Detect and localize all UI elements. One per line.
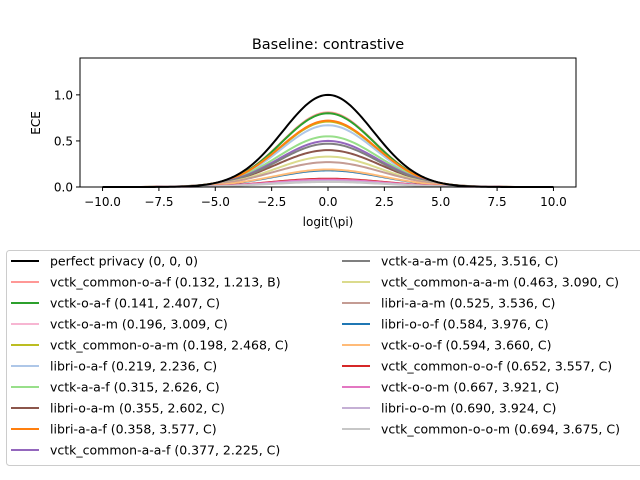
legend-box	[6, 250, 640, 466]
legend-label: vctk_common-a-a-f (0.377, 2.225, C)	[50, 443, 280, 458]
y-tick-label: 0.0	[54, 181, 73, 195]
y-tick-label: 1.0	[54, 88, 73, 102]
legend: perfect privacy (0, 0, 0) vctk_common-o-a…	[6, 250, 640, 466]
y-axis-label: ECE	[29, 111, 43, 135]
x-axis-ticks: −10.0 −7.5 −5.0 −2.5 0.0 2.5 5.0 7.5 10.0	[84, 187, 567, 209]
legend-label: perfect privacy (0, 0, 0)	[50, 254, 198, 269]
legend-label: vctk_common-o-o-m (0.694, 3.675, C)	[381, 422, 620, 437]
x-tick-label: 10.0	[540, 195, 567, 209]
legend-items: perfect privacy (0, 0, 0) vctk_common-o-a…	[11, 254, 620, 458]
legend-label: vctk_common-o-o-f (0.652, 3.557, C)	[381, 359, 612, 374]
legend-label: vctk-a-a-m (0.425, 3.516, C)	[381, 254, 558, 269]
legend-label: vctk-o-o-m (0.667, 3.921, C)	[381, 380, 559, 395]
legend-label: vctk_common-o-a-m (0.198, 2.468, C)	[50, 338, 289, 353]
legend-label: libri-o-a-m (0.355, 2.602, C)	[50, 401, 225, 416]
x-tick-label: −7.5	[144, 195, 173, 209]
x-tick-label: 7.5	[488, 195, 507, 209]
y-axis-ticks: 0.0 0.5 1.0	[54, 88, 80, 195]
legend-label: libri-o-o-m (0.690, 3.924, C)	[381, 401, 556, 416]
x-axis-label: logit(\pi)	[303, 215, 354, 229]
legend-label: vctk-o-o-f (0.594, 3.660, C)	[381, 338, 551, 353]
x-tick-label: −2.5	[257, 195, 286, 209]
x-tick-label: 5.0	[431, 195, 450, 209]
legend-label: vctk_common-o-a-f (0.132, 1.213, B)	[50, 275, 281, 290]
y-tick-label: 0.5	[54, 134, 73, 148]
legend-label: vctk-o-a-f (0.141, 2.407, C)	[50, 296, 220, 311]
legend-label: vctk_common-a-a-m (0.463, 3.090, C)	[381, 275, 619, 290]
legend-label: libri-a-a-m (0.525, 3.536, C)	[381, 296, 555, 311]
legend-label: vctk-o-a-m (0.196, 3.009, C)	[50, 317, 228, 332]
chart-title: Baseline: contrastive	[252, 37, 404, 53]
legend-label: libri-o-o-f (0.584, 3.976, C)	[381, 317, 549, 332]
legend-label: libri-o-a-f (0.219, 2.236, C)	[50, 359, 217, 374]
legend-label: libri-a-a-f (0.358, 3.577, C)	[50, 422, 217, 437]
legend-label: vctk-a-a-f (0.315, 2.626, C)	[50, 380, 220, 395]
x-tick-label: −5.0	[201, 195, 230, 209]
x-tick-label: −10.0	[84, 195, 121, 209]
x-tick-label: 0.0	[318, 195, 337, 209]
x-tick-label: 2.5	[375, 195, 394, 209]
